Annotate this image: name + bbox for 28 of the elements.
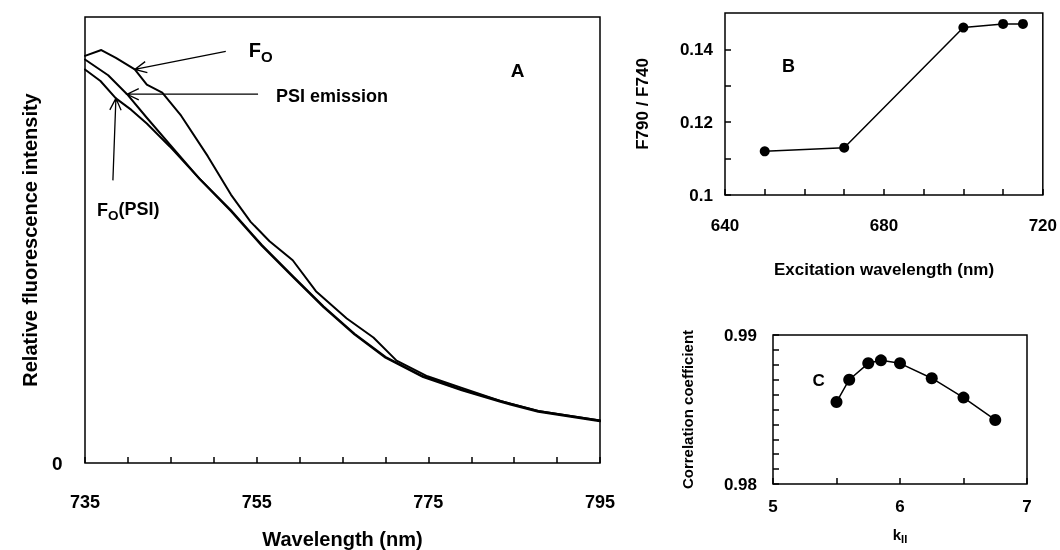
x-tick-label: 735 <box>69 492 101 512</box>
annotation: B <box>782 56 796 77</box>
y-tick-label: 0.1 <box>689 185 713 205</box>
y-axis-title: F790 / F740 <box>632 58 652 150</box>
x-tick-label: 680 <box>869 216 899 235</box>
x-axis-title: k$_{II}$ <box>892 526 908 546</box>
x-tick-label: 720 <box>1028 216 1058 235</box>
y-tick-label: 0.14 <box>679 39 714 59</box>
x-tick-label: 640 <box>710 216 740 235</box>
x-tick-label: 775 <box>413 492 444 512</box>
x-tick-label: 795 <box>584 492 616 512</box>
y-axis-title: Correlation coefficient <box>679 329 697 490</box>
x-axis-title: Wavelength (nm) <box>262 528 423 550</box>
y-tick-label: 0.12 <box>679 112 713 132</box>
annotation: C <box>812 370 825 390</box>
x-tick-label: 755 <box>241 492 272 512</box>
x-tick-label: 7 <box>1022 497 1032 516</box>
y-axis-title: Relative fluorescence intensity <box>19 92 41 387</box>
x-tick-label: 5 <box>768 497 778 516</box>
x-axis-title: Excitation wavelength (nm) <box>773 260 995 279</box>
y-tick-label: 0.98 <box>723 474 757 494</box>
text: 0 <box>51 452 63 474</box>
x-tick-label: 6 <box>895 497 905 516</box>
annotation: PSI emission <box>276 86 389 107</box>
annotation: F$_{O}$ <box>248 39 273 65</box>
annotation: A <box>510 60 525 82</box>
annotation: F$_{O}$(PSI) <box>96 199 160 224</box>
y-tick-label: 0.99 <box>723 325 757 345</box>
